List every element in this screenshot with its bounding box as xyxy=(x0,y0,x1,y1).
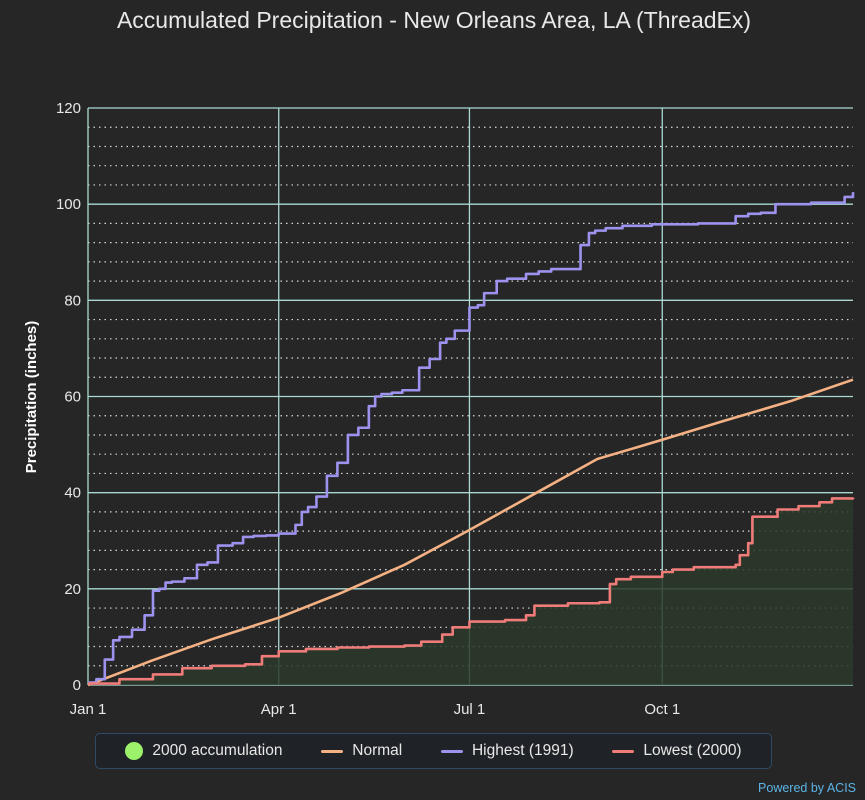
powered-by-link[interactable]: Powered by ACIS xyxy=(758,781,856,795)
series-layer xyxy=(87,192,855,687)
y-tick-label: 0 xyxy=(73,677,81,694)
y-tick-label: 20 xyxy=(64,581,81,598)
x-tick-label: Oct 1 xyxy=(644,701,680,718)
chart-title: Accumulated Precipitation - New Orleans … xyxy=(117,7,751,33)
series-area-2000-accumulation xyxy=(88,497,853,685)
y-tick-label: 40 xyxy=(64,485,81,502)
x-tick-label: Jan 1 xyxy=(70,701,107,718)
legend-item-highest[interactable]: Highest (1991) xyxy=(440,742,574,760)
legend-label: 2000 accumulation xyxy=(152,742,283,759)
legend-item-normal[interactable]: Normal xyxy=(321,742,402,760)
legend-item-2000-accumulation[interactable]: 2000 accumulation xyxy=(125,742,283,760)
axis-labels: 0 20 40 60 80 100 120 Jan 1 Apr 1 Jul 1 Oct 1 xyxy=(56,100,680,718)
y-tick-label: 100 xyxy=(56,196,81,213)
legend-item-lowest[interactable]: Lowest (2000) xyxy=(612,742,742,760)
y-tick-label: 80 xyxy=(64,292,81,309)
series-line-normal[interactable] xyxy=(87,378,854,687)
legend-line-icon xyxy=(440,749,463,753)
series-line-lowest-2000[interactable] xyxy=(88,497,855,685)
legend-line-icon xyxy=(612,749,635,753)
legend-label: Lowest (2000) xyxy=(643,742,742,759)
y-tick-label: 120 xyxy=(56,100,81,117)
legend-line-icon xyxy=(321,749,344,753)
grid xyxy=(87,107,853,686)
chart: Accumulated Precipitation - New Orleans … xyxy=(23,7,855,718)
y-axis-label: Precipitation (inches) xyxy=(23,321,40,474)
legend-label: Highest (1991) xyxy=(471,742,574,759)
legend-dot-icon xyxy=(125,742,144,760)
y-tick-label: 60 xyxy=(64,389,81,406)
legend-label: Normal xyxy=(352,742,403,759)
series-line-highest-1991[interactable] xyxy=(88,192,855,684)
x-tick-label: Jul 1 xyxy=(454,701,486,718)
x-tick-label: Apr 1 xyxy=(261,701,297,718)
legend: 2000 accumulation Normal Highest (1991) … xyxy=(95,733,772,769)
